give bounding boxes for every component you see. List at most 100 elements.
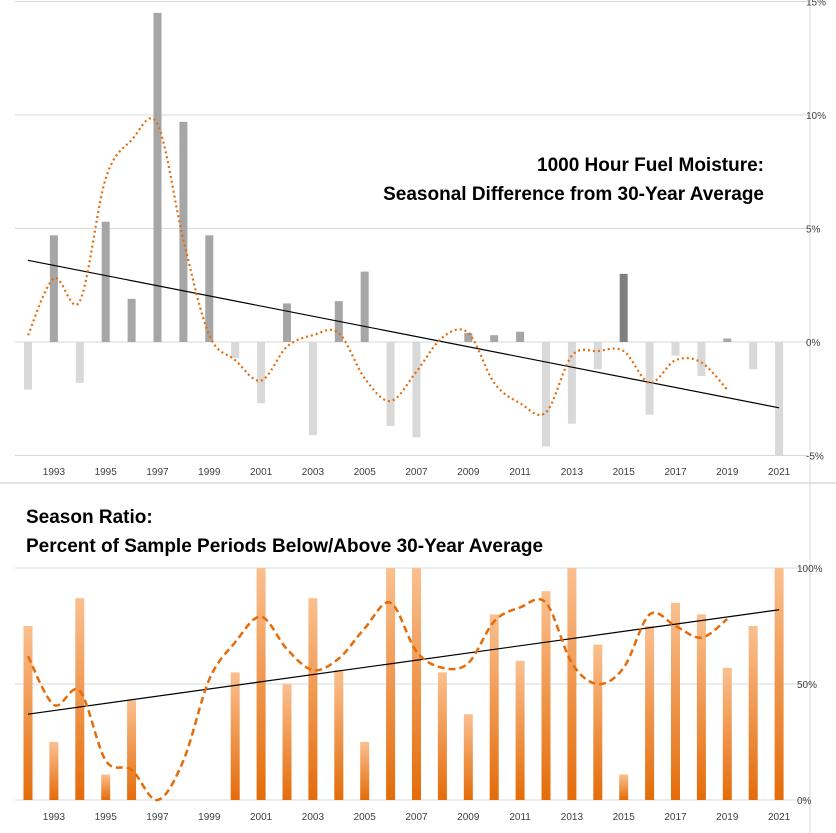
- bottom-bar: [412, 568, 421, 800]
- top-chart-title-line-2: Seasonal Difference from 30-Year Average: [383, 184, 764, 205]
- top-x-tick-label: 2021: [768, 467, 791, 478]
- top-y-tick-label: 15%: [806, 0, 826, 9]
- top-bar: [127, 298, 136, 342]
- bottom-x-tick-label: 1999: [198, 812, 221, 823]
- bottom-x-tick-label: 1995: [95, 812, 118, 823]
- top-bar: [749, 342, 758, 370]
- bottom-bar: [230, 672, 240, 800]
- bottom-bar: [127, 700, 137, 800]
- bottom-bar: [49, 742, 59, 800]
- top-y-tick-label: 10%: [806, 111, 826, 122]
- top-y-tick-label: 5%: [806, 225, 821, 236]
- bottom-bar: [567, 568, 577, 800]
- top-y-tick-label: -5%: [806, 452, 824, 463]
- bottom-bar: [308, 598, 318, 800]
- top-x-tick-label: 1997: [146, 467, 169, 478]
- bottom-chart-title-line-1: Season Ratio:: [26, 507, 153, 528]
- top-x-tick-label: 2007: [405, 467, 428, 478]
- bottom-x-tick-label: 2013: [561, 812, 584, 823]
- top-x-tick-label: 2005: [354, 467, 377, 478]
- bottom-x-tick-label: 1997: [146, 812, 169, 823]
- top-bar: [24, 342, 32, 390]
- bottom-x-tick-label: 1993: [43, 812, 66, 823]
- bottom-x-tick-label: 2021: [768, 812, 791, 823]
- bottom-bar: [671, 602, 680, 800]
- bottom-x-tick-label: 2005: [354, 812, 377, 823]
- top-x-tick-label: 1999: [198, 467, 221, 478]
- bottom-bar: [463, 714, 473, 800]
- bottom-bar: [101, 774, 111, 800]
- bottom-y-tick-label: 100%: [797, 564, 823, 575]
- top-bar: [671, 342, 680, 356]
- bottom-bar: [722, 667, 732, 800]
- bottom-x-tick-label: 2011: [509, 812, 531, 823]
- top-bar: [205, 235, 214, 342]
- top-bar: [153, 12, 162, 342]
- bottom-bar: [696, 614, 706, 800]
- bottom-bar: [437, 672, 447, 800]
- bottom-bar: [489, 614, 499, 800]
- top-x-tick-label: 2001: [250, 467, 273, 478]
- bottom-bar: [75, 598, 85, 800]
- top-bar: [360, 271, 369, 342]
- bottom-bar: [360, 742, 370, 800]
- top-trendline: [27, 259, 780, 409]
- top-bar: [75, 342, 84, 383]
- top-bar: [231, 342, 240, 358]
- bottom-bar: [619, 774, 629, 800]
- bottom-bar: [645, 626, 655, 800]
- top-x-tick-label: 2017: [664, 467, 687, 478]
- top-bar: [542, 342, 550, 447]
- bottom-bar: [593, 644, 603, 800]
- top-bar: [775, 342, 784, 456]
- bottom-bar: [748, 626, 758, 800]
- bottom-y-tick-label: 50%: [797, 680, 817, 691]
- bottom-smoothed-line: [26, 597, 729, 802]
- top-bar: [593, 342, 602, 370]
- top-bar: [283, 303, 291, 342]
- bottom-chart: 100% 50% 0% 1993 1995 1997 1999 2001 2003 2005 200…: [15, 564, 823, 823]
- top-smoothed-line: [26, 117, 729, 417]
- bottom-bar: [541, 591, 551, 800]
- top-bar: [101, 221, 110, 342]
- top-x-tick-label: 2009: [457, 467, 480, 478]
- bottom-chart-title-line-2: Percent of Sample Periods Below/Above 30…: [26, 536, 543, 557]
- bottom-x-tick-label: 2001: [250, 812, 273, 823]
- top-bar: [645, 342, 654, 415]
- top-bar: [179, 121, 188, 342]
- bottom-bar: [282, 684, 292, 800]
- top-x-tick-label: 2015: [613, 467, 636, 478]
- top-x-tick-label: 2011: [509, 467, 531, 478]
- top-bar: [49, 235, 58, 342]
- top-bar: [697, 342, 706, 377]
- top-y-tick-label: 0%: [806, 338, 821, 349]
- bottom-x-tick-label: 2019: [716, 812, 739, 823]
- bottom-x-tick-label: 2003: [302, 812, 325, 823]
- top-chart: 15% 10% 5% 0% -5% 1993 1995 1997 1999 2001 2003 200…: [15, 0, 826, 478]
- top-bar: [257, 342, 266, 404]
- bottom-x-tick-label: 2017: [664, 812, 687, 823]
- bottom-bar: [23, 626, 33, 800]
- top-bar: [412, 342, 421, 438]
- bottom-bar: [334, 670, 344, 800]
- top-x-tick-label: 2019: [716, 467, 739, 478]
- top-bar: [723, 338, 732, 342]
- top-x-tick-label: 1995: [95, 467, 118, 478]
- bottom-y-tick-label: 0%: [797, 796, 812, 807]
- top-x-tick-label: 2003: [302, 467, 325, 478]
- top-bar: [516, 331, 525, 342]
- top-bar: [464, 332, 473, 342]
- bottom-bar: [256, 568, 266, 800]
- bottom-x-tick-label: 2007: [405, 812, 428, 823]
- top-bar: [308, 342, 317, 436]
- top-x-tick-label: 1993: [43, 467, 66, 478]
- top-bar: [386, 342, 395, 426]
- top-bar: [619, 273, 628, 342]
- top-x-tick-label: 2013: [561, 467, 584, 478]
- bottom-bar: [386, 568, 396, 800]
- top-chart-title-line-1: 1000 Hour Fuel Moisture:: [537, 155, 764, 176]
- bottom-trendline: [27, 609, 780, 715]
- bottom-x-tick-label: 2009: [457, 812, 480, 823]
- top-bar: [567, 342, 576, 424]
